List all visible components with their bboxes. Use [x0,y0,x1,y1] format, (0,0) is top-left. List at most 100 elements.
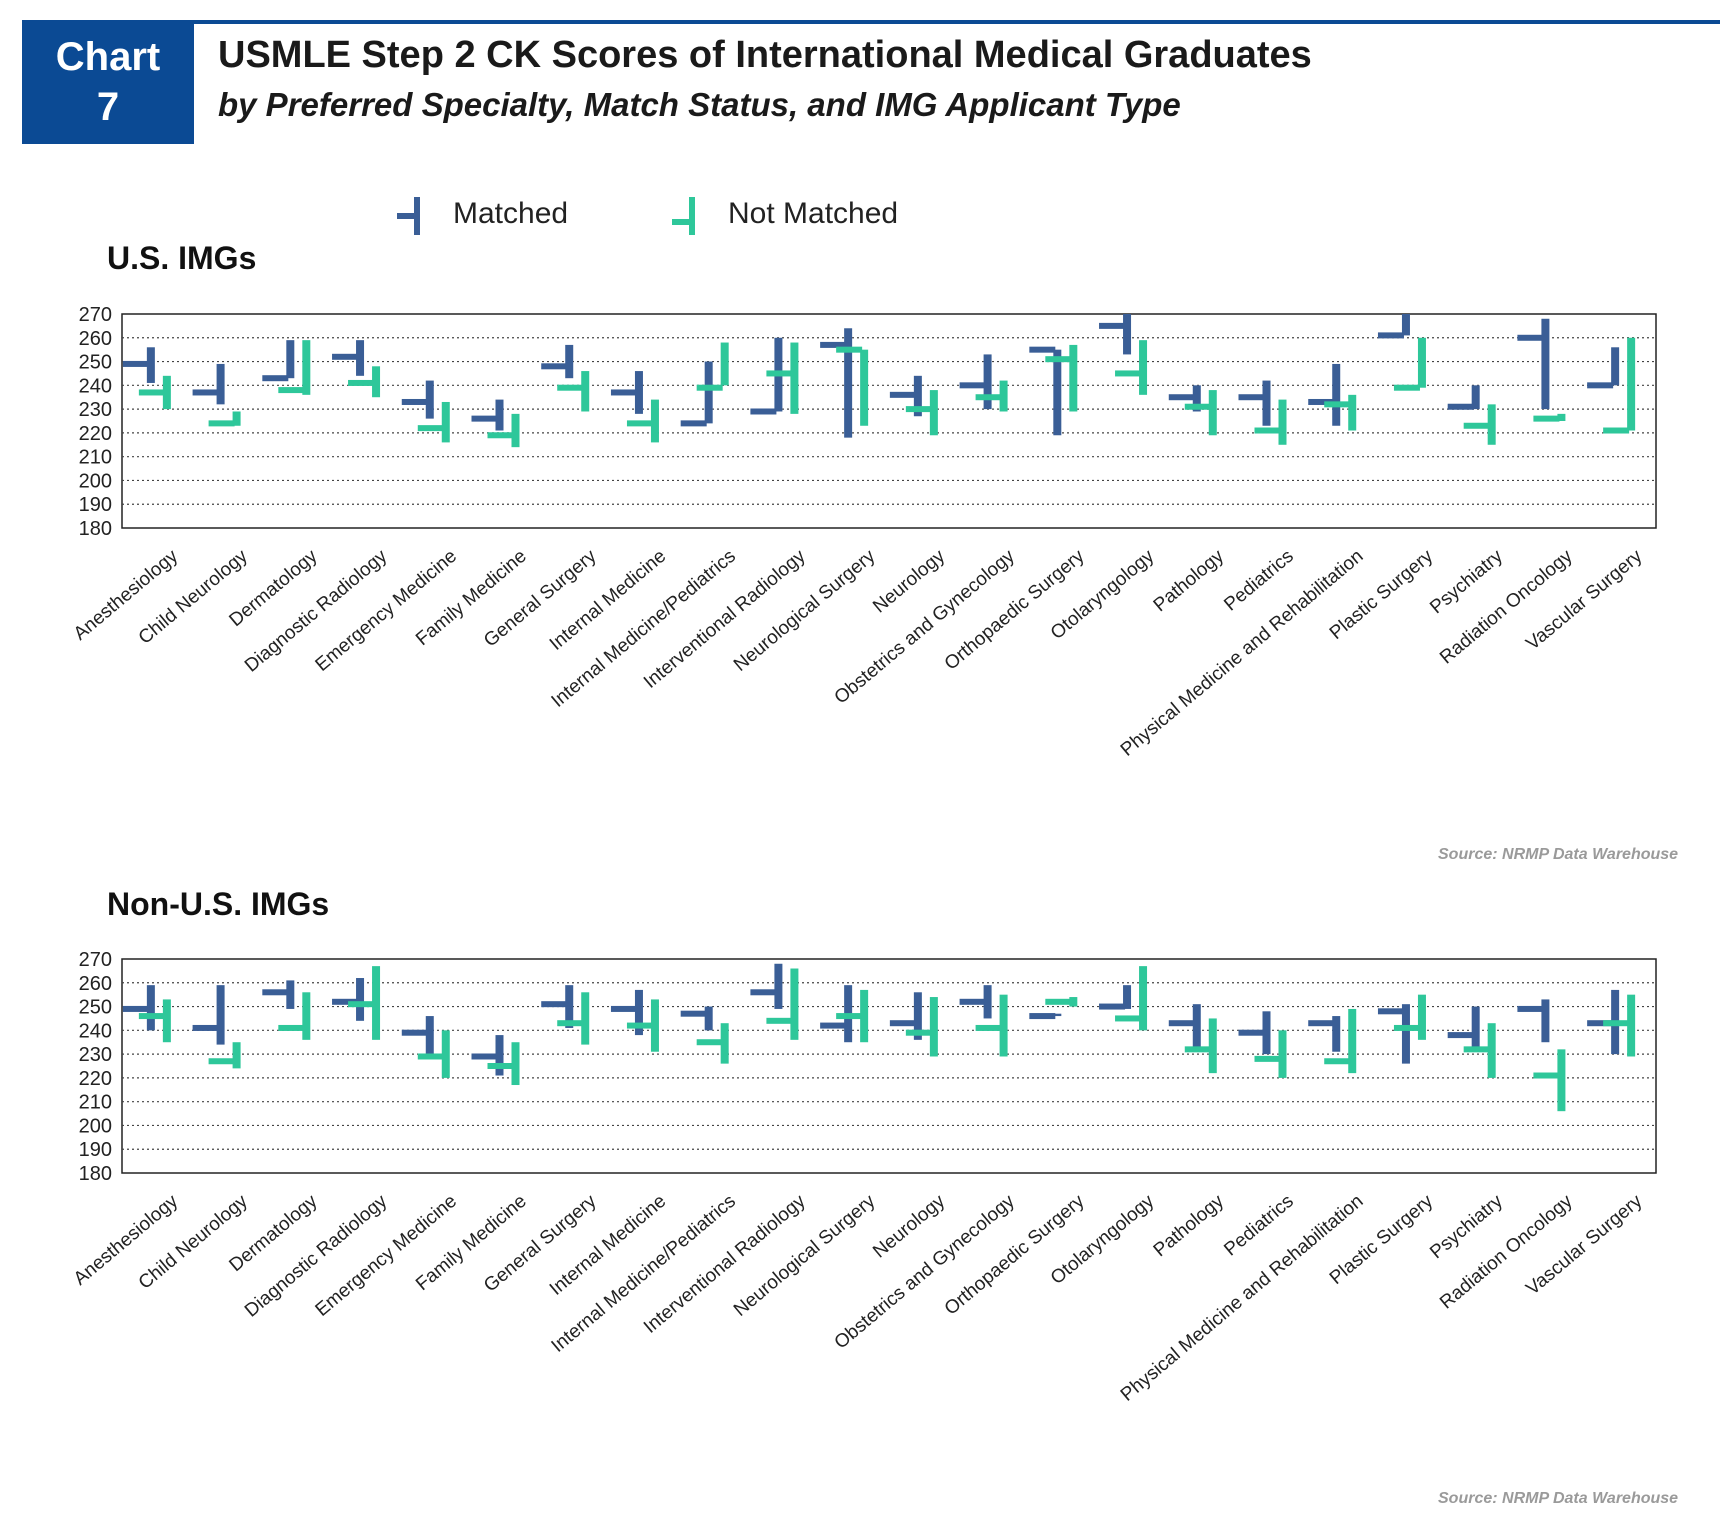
matched-range-bar [1332,1016,1341,1052]
not-matched-median-tick [417,425,444,432]
category-label: Radiation Oncology [1436,545,1577,668]
matched-range-bar [146,985,155,1031]
chart-title: USMLE Step 2 CK Scores of International … [218,34,1312,76]
category-label: Vascular Surgery [1522,545,1646,654]
category-label: Radiation Oncology [1436,1190,1577,1313]
not-matched-range-bar [372,966,381,1040]
not-matched-range-bar [581,992,590,1045]
not-matched-median-tick [1324,1058,1351,1065]
not-matched-median-tick [208,1058,235,1065]
matched-range-bar [565,985,574,1028]
not-matched-median-tick [975,394,1002,401]
category-label: Pathology [1150,545,1229,616]
y-tick-label: 210 [79,1092,112,1114]
not-matched-median-tick [278,1024,305,1031]
legend-not-matched-label: Not Matched [728,197,899,230]
not-matched-median-tick [836,1013,863,1020]
not-matched-range-bar [1139,340,1148,395]
matched-range-bar [495,1035,504,1076]
legend-matched-icon [397,197,420,235]
matched-median-tick [889,1020,916,1027]
matched-range-bar [1471,385,1480,410]
matched-median-tick [1587,382,1614,389]
not-matched-median-tick [1393,1024,1420,1031]
not-matched-median-tick [348,1001,375,1008]
matched-range-bar [913,375,922,417]
matched-range-bar [704,361,713,424]
panel-title-non-us-imgs: Non-U.S. IMGs [107,886,330,922]
not-matched-median-tick [766,1017,793,1024]
badge-number: 7 [96,85,120,129]
not-matched-range-bar [372,366,381,398]
not-matched-range-bar [232,1042,241,1069]
not-matched-median-tick [138,1013,165,1020]
matched-median-tick [1517,334,1544,341]
not-matched-median-tick [1393,384,1420,391]
not-matched-median-tick [836,346,863,353]
matched-range-bar [1123,985,1132,1009]
y-tick-label: 220 [79,423,112,445]
chart-number-badge: Chart 7 [22,20,194,144]
not-matched-range-bar [511,413,520,448]
not-matched-range-bar [302,340,311,395]
matched-range-bar [1262,380,1271,426]
category-label: Internal Medicine [546,546,670,655]
matched-median-tick [332,998,359,1005]
not-matched-range-bar [441,1030,450,1078]
not-matched-range-bar [650,999,659,1052]
not-matched-median-tick [1533,415,1560,422]
badge-label: Chart [55,35,161,79]
matched-median-tick [750,408,777,415]
not-matched-median-tick [487,1063,514,1069]
matched-median-tick [959,998,986,1005]
matched-range-bar [495,399,504,431]
matched-median-tick [1377,1008,1404,1015]
matched-median-tick [262,989,289,996]
not-matched-range-bar [581,371,590,412]
not-matched-range-bar [1278,1030,1287,1078]
matched-median-tick [401,398,428,405]
not-matched-range-bar [929,390,938,436]
matched-range-bar [1192,385,1201,412]
plot-area [121,313,1657,529]
not-matched-median-tick [975,1024,1002,1031]
y-tick-label: 200 [79,470,112,492]
not-matched-median-tick [1115,370,1142,377]
matched-range-bar [1123,314,1132,355]
matched-median-tick [1587,1020,1614,1027]
not-matched-median-tick [1603,1020,1630,1027]
not-matched-range-bar [1208,1018,1217,1074]
matched-median-tick [820,341,847,348]
y-tick-label: 260 [79,328,112,350]
matched-median-tick [1099,1003,1126,1010]
source-note: Source: NRMP Data Warehouse [1438,1490,1679,1507]
y-tick-label: 180 [79,1163,112,1185]
matched-median-tick [1308,1020,1335,1027]
y-tick-label: 220 [79,1068,112,1090]
matched-range-bar [1541,318,1550,410]
matched-median-tick [541,363,568,370]
not-matched-median-tick [1184,403,1211,410]
matched-range-bar [356,340,365,376]
matched-range-bar [425,380,434,419]
matched-median-tick [1377,332,1404,339]
not-matched-median-tick [766,370,793,377]
not-matched-range-bar [790,968,799,1040]
not-matched-median-tick [278,387,305,394]
y-tick-label: 250 [79,997,112,1019]
matched-median-tick [471,1053,498,1060]
matched-median-tick [1168,1020,1195,1027]
matched-median-tick [262,375,289,382]
not-matched-median-tick [417,1053,444,1060]
legend-not-matched-icon [672,197,695,235]
category-label: Physical Medicine and Rehabilitation [1117,546,1368,761]
not-matched-median-tick [1184,1046,1211,1053]
matched-range-bar [774,963,783,1009]
matched-range-bar [146,347,155,383]
not-matched-median-tick [1533,1072,1560,1079]
not-matched-range-bar [650,399,659,443]
not-matched-median-tick [905,406,932,413]
matched-median-tick [192,389,219,396]
not-matched-median-tick [1324,401,1351,408]
not-matched-range-bar [1069,344,1078,412]
